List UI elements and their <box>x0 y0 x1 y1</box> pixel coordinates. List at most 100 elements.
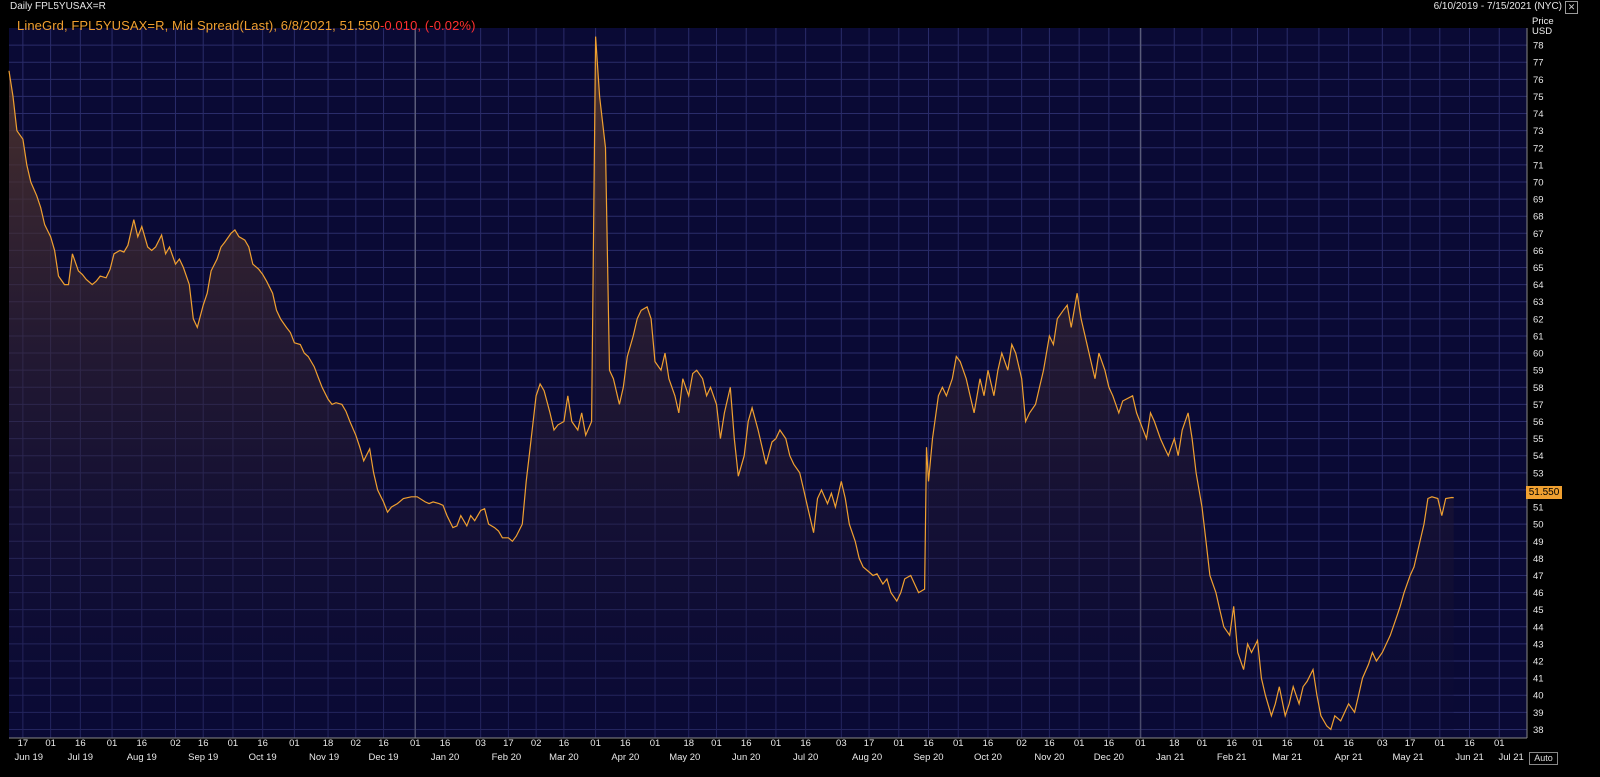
x-day-tick-label: 01 <box>1494 738 1505 749</box>
x-day-tick-label: 01 <box>1074 738 1085 749</box>
x-month-label: Sep 20 <box>913 752 943 763</box>
x-month-label: Oct 20 <box>974 752 1002 763</box>
y-tick-label: 54 <box>1533 451 1544 462</box>
x-day-tick-label: 16 <box>440 738 451 749</box>
x-month-label: Mar 20 <box>549 752 579 763</box>
x-day-tick-label: 03 <box>836 738 847 749</box>
x-day-tick-label: 16 <box>378 738 389 749</box>
series-area-fill <box>9 36 1454 739</box>
x-month-label: Apr 20 <box>611 752 639 763</box>
series-line <box>8 36 1454 731</box>
y-tick-label: 61 <box>1533 331 1544 342</box>
y-tick-label: 62 <box>1533 314 1544 325</box>
x-day-tick-label: 01 <box>771 738 782 749</box>
x-day-tick-label: 01 <box>228 738 239 749</box>
x-day-tick-label: 16 <box>75 738 86 749</box>
x-month-label: Aug 19 <box>127 752 157 763</box>
x-month-label: Jun 20 <box>732 752 761 763</box>
x-day-tick-label: 17 <box>864 738 875 749</box>
x-month-label: Jun 19 <box>15 752 44 763</box>
x-day-tick-label: 17 <box>18 738 29 749</box>
x-day-tick-label: 02 <box>1016 738 1027 749</box>
x-month-label: Apr 21 <box>1335 752 1363 763</box>
y-axis-ticks: 3839404142434445464748495051525354555657… <box>1533 41 1544 736</box>
x-day-tick-label: 02 <box>351 738 362 749</box>
x-day-tick-label: 18 <box>683 738 694 749</box>
y-tick-label: 73 <box>1533 126 1544 137</box>
x-day-tick-label: 16 <box>800 738 811 749</box>
x-day-tick-label: 16 <box>923 738 934 749</box>
y-tick-label: 44 <box>1533 622 1544 633</box>
legend-change: -0.010, <box>379 18 422 33</box>
x-day-tick-label: 01 <box>1135 738 1146 749</box>
y-tick-label: 56 <box>1533 417 1544 428</box>
y-tick-label: 70 <box>1533 177 1544 188</box>
date-range-label[interactable]: 6/10/2019 - 7/15/2021 (NYC) <box>1433 1 1562 12</box>
y-tick-label: 76 <box>1533 75 1544 86</box>
x-day-tick-label: 16 <box>559 738 570 749</box>
y-tick-label: 48 <box>1533 554 1544 565</box>
close-icon[interactable]: ✕ <box>1565 1 1578 14</box>
x-day-tick-label: 16 <box>1282 738 1293 749</box>
y-tick-label: 47 <box>1533 571 1544 582</box>
y-tick-label: 39 <box>1533 708 1544 719</box>
auto-scale-button[interactable]: Auto <box>1529 752 1558 765</box>
x-day-tick-label: 01 <box>711 738 722 749</box>
x-month-label: Sep 19 <box>188 752 218 763</box>
chart-window-title: Daily FPL5YUSAX=R <box>10 1 106 12</box>
y-axis-title: Price USD <box>1532 17 1554 37</box>
y-tick-label: 38 <box>1533 725 1544 736</box>
y-tick-label: 40 <box>1533 691 1544 702</box>
y-tick-label: 42 <box>1533 657 1544 668</box>
x-day-tick-label: 16 <box>257 738 268 749</box>
y-axis-title-price: Price <box>1532 16 1554 27</box>
x-day-tick-label: 17 <box>1405 738 1416 749</box>
x-day-tick-label: 01 <box>1197 738 1208 749</box>
x-month-label: Feb 20 <box>492 752 522 763</box>
x-day-tick-label: 16 <box>1343 738 1354 749</box>
y-tick-label: 43 <box>1533 639 1544 650</box>
y-tick-label: 78 <box>1533 41 1544 52</box>
x-day-tick-label: 18 <box>323 738 334 749</box>
x-day-tick-label: 18 <box>1169 738 1180 749</box>
y-tick-label: 74 <box>1533 109 1544 120</box>
x-day-tick-label: 16 <box>1044 738 1055 749</box>
y-tick-label: 51 <box>1533 503 1544 514</box>
chart-header: Daily FPL5YUSAX=R 6/10/2019 - 7/15/2021 … <box>0 0 1600 14</box>
x-day-tick-label: 16 <box>1464 738 1475 749</box>
legend-text: LineGrd, FPL5YUSAX=R, Mid Spread(Last), … <box>17 18 380 33</box>
y-axis-title-currency: USD <box>1532 26 1553 37</box>
y-tick-label: 57 <box>1533 400 1544 411</box>
x-axis-day-ticks: 17 01 16 01 16 02 16 01 16 01 18 02 16 01 16 03 17 02 16 01… <box>18 738 1505 749</box>
x-month-label: Dec 19 <box>368 752 398 763</box>
x-day-tick-label: 16 <box>136 738 147 749</box>
y-tick-label: 64 <box>1533 280 1544 291</box>
y-tick-label: 45 <box>1533 605 1544 616</box>
y-tick-label: 63 <box>1533 297 1544 308</box>
y-tick-label: 55 <box>1533 434 1544 445</box>
x-month-label: May 21 <box>1393 752 1424 763</box>
y-tick-label: 49 <box>1533 537 1544 548</box>
x-month-label: Jun 21 <box>1455 752 1484 763</box>
x-day-tick-label: 01 <box>289 738 300 749</box>
y-tick-label: 41 <box>1533 674 1544 685</box>
x-day-tick-label: 01 <box>953 738 964 749</box>
y-tick-label: 59 <box>1533 366 1544 377</box>
x-month-label: Jan 20 <box>431 752 460 763</box>
x-day-tick-label: 01 <box>1314 738 1325 749</box>
y-tick-label: 75 <box>1533 92 1544 103</box>
x-day-tick-label: 16 <box>741 738 752 749</box>
x-month-label: Jul 21 <box>1498 752 1523 763</box>
x-day-tick-label: 02 <box>170 738 181 749</box>
x-day-tick-label: 01 <box>894 738 905 749</box>
y-tick-label: 60 <box>1533 349 1544 360</box>
y-tick-label: 71 <box>1533 160 1544 171</box>
x-day-tick-label: 01 <box>107 738 118 749</box>
x-day-tick-label: 01 <box>590 738 601 749</box>
legend-pct-change: (-0.02%) <box>424 18 476 33</box>
x-day-tick-label: 01 <box>45 738 56 749</box>
series-legend[interactable]: LineGrd, FPL5YUSAX=R, Mid Spread(Last), … <box>17 18 476 33</box>
y-tick-label: 53 <box>1533 468 1544 479</box>
x-day-tick-label: 16 <box>620 738 631 749</box>
